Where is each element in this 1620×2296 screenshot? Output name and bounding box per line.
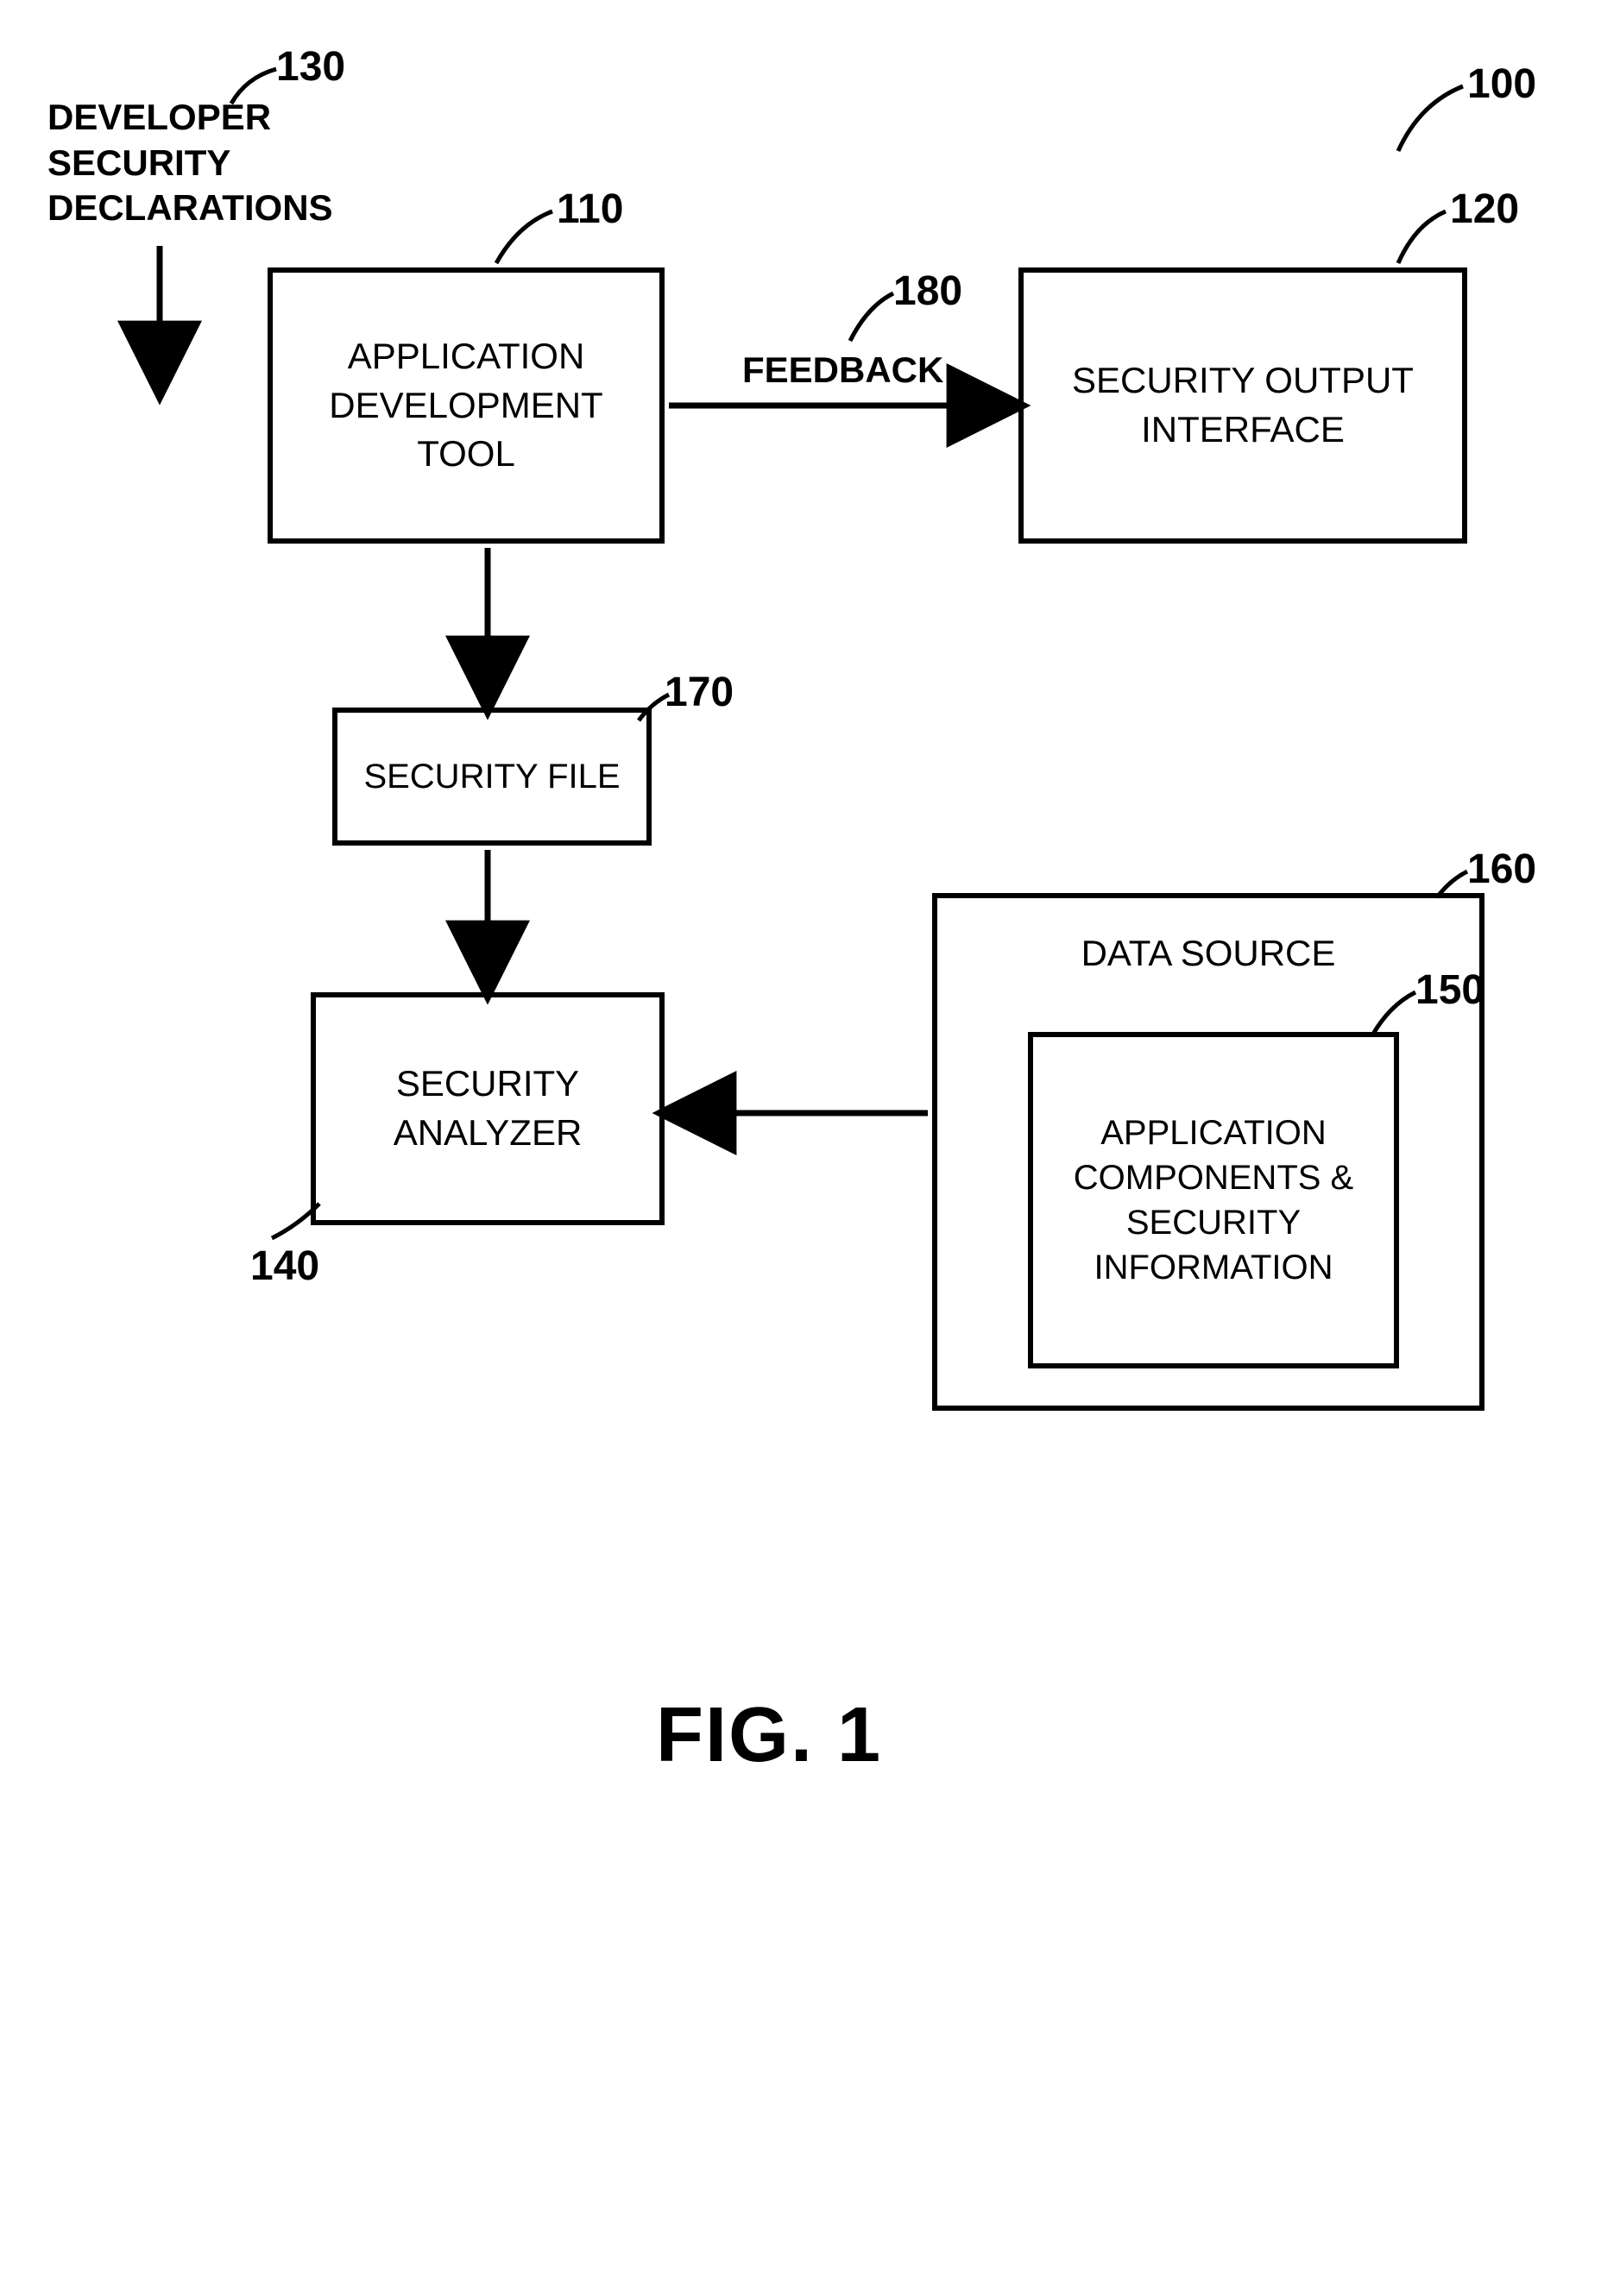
leader-180 (850, 293, 893, 341)
box-security-analyzer: SECURITY ANALYZER (311, 992, 665, 1225)
box-app-dev-tool-text: APPLICATION DEVELOPMENT TOOL (281, 332, 651, 479)
box-data-source: DATA SOURCE APPLICATION COMPONENTS & SEC… (932, 893, 1484, 1411)
box-security-file: SECURITY FILE (332, 708, 652, 846)
label-feedback: FEEDBACK (742, 349, 943, 391)
ref-100: 100 (1467, 60, 1536, 108)
ref-170: 170 (665, 669, 734, 716)
box-security-file-text: SECURITY FILE (363, 758, 620, 796)
ref-180: 180 (893, 267, 962, 315)
ref-110: 110 (557, 186, 623, 233)
ref-140: 140 (250, 1242, 319, 1290)
ref-150: 150 (1415, 966, 1484, 1014)
box-app-dev-tool: APPLICATION DEVELOPMENT TOOL (268, 267, 665, 544)
figure-label: FIG. 1 (656, 1691, 882, 1780)
box-app-components-text: APPLICATION COMPONENTS & SECURITY INFORM… (1042, 1110, 1385, 1290)
label-data-source: DATA SOURCE (937, 933, 1479, 974)
ref-160: 160 (1467, 846, 1536, 893)
leader-100 (1398, 86, 1463, 151)
box-security-analyzer-text: SECURITY ANALYZER (325, 1060, 651, 1157)
box-security-output-text: SECURITY OUTPUT INTERFACE (1032, 356, 1453, 454)
diagram-canvas: APPLICATION DEVELOPMENT TOOL SECURITY OU… (0, 0, 1620, 2296)
leader-120 (1398, 211, 1446, 263)
leader-110 (496, 211, 552, 263)
box-app-components: APPLICATION COMPONENTS & SECURITY INFORM… (1028, 1032, 1399, 1368)
ref-130: 130 (276, 43, 345, 91)
label-declarations: DEVELOPER SECURITY DECLARATIONS (47, 95, 333, 231)
box-security-output: SECURITY OUTPUT INTERFACE (1018, 267, 1467, 544)
ref-120: 120 (1450, 186, 1519, 233)
